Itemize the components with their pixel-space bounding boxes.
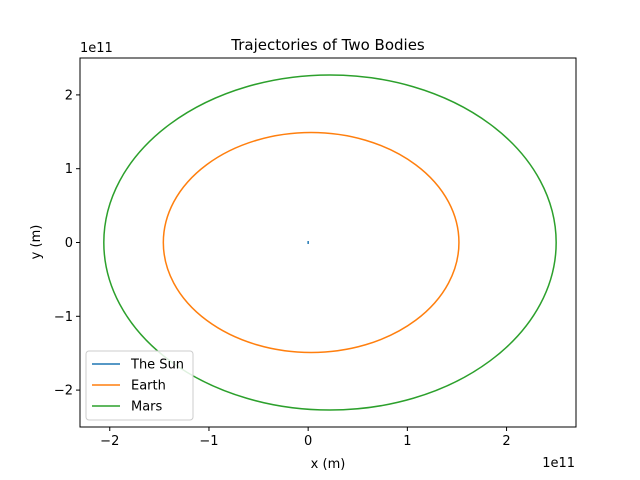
y-tick-label: −2 — [54, 384, 73, 399]
y-tick-label: 0 — [65, 236, 73, 251]
x-tick-label: 2 — [502, 434, 510, 449]
legend: The Sun Earth Mars — [85, 350, 194, 421]
x-axis-label: x (m) — [311, 457, 346, 472]
x-tick-label: −1 — [199, 434, 218, 449]
x-offset-text: 1e11 — [542, 456, 575, 471]
y-tick-label: −1 — [54, 310, 73, 325]
legend-label: Earth — [131, 379, 166, 394]
x-tick-label: −2 — [100, 434, 119, 449]
y-axis-label: y (m) — [29, 225, 44, 260]
legend-frame — [85, 350, 194, 421]
y-tick-label: 2 — [65, 88, 73, 103]
series-line-mars — [103, 74, 557, 411]
y-tick-label: 1 — [65, 162, 73, 177]
legend-label: Mars — [131, 400, 163, 415]
x-tick-label: 1 — [403, 434, 411, 449]
y-offset-text: 1e11 — [80, 41, 113, 56]
legend-label: The Sun — [130, 358, 184, 373]
series-layer — [103, 74, 557, 411]
x-tick-label: 0 — [304, 434, 312, 449]
chart-title: Trajectories of Two Bodies — [230, 36, 425, 54]
y-tick-layer: −2 −1 0 1 2 — [54, 88, 80, 399]
x-tick-layer: −2 −1 0 1 2 — [100, 427, 511, 449]
series-line-earth — [162, 131, 460, 354]
